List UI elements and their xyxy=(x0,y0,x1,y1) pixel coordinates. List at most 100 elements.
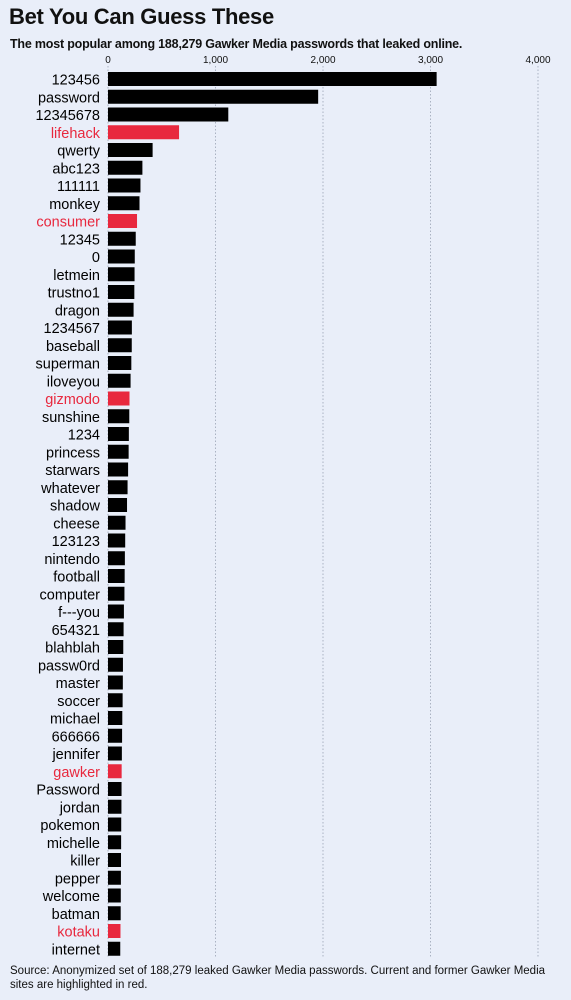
category-label: abc123 xyxy=(52,161,100,177)
x-tick-label: 4,000 xyxy=(525,55,550,66)
category-label: welcome xyxy=(42,889,100,905)
category-label: 0 xyxy=(92,250,100,266)
bar xyxy=(108,515,126,530)
bar xyxy=(108,782,122,796)
bar xyxy=(108,746,122,761)
bar xyxy=(108,675,123,690)
bar xyxy=(108,622,124,637)
category-label: michelle xyxy=(47,836,100,852)
category-label: kotaku xyxy=(57,925,100,941)
bar xyxy=(108,480,128,495)
x-tick-label: 1,000 xyxy=(203,55,228,66)
bar xyxy=(108,640,124,654)
category-label: letmein xyxy=(53,268,100,284)
category-label: 666666 xyxy=(52,729,100,745)
bar xyxy=(108,569,125,583)
category-label: 654321 xyxy=(52,623,100,639)
category-label: monkey xyxy=(49,197,101,213)
bar xyxy=(108,302,134,317)
category-label: 123456 xyxy=(52,73,100,89)
category-label: trustno1 xyxy=(48,286,100,302)
bar xyxy=(108,604,124,619)
category-label: princess xyxy=(46,445,100,461)
category-label: gizmodo xyxy=(45,392,100,408)
category-label: computer xyxy=(40,587,101,603)
bar xyxy=(108,693,123,708)
bar xyxy=(108,853,122,867)
bar xyxy=(108,178,141,193)
category-label: gawker xyxy=(53,765,100,781)
category-label: shadow xyxy=(50,499,101,515)
category-label: f---you xyxy=(58,605,100,621)
bar-highlighted xyxy=(108,125,180,140)
category-label: internet xyxy=(52,942,100,958)
category-label: password xyxy=(38,90,100,106)
bar xyxy=(108,143,153,157)
bar xyxy=(108,728,123,743)
category-label: football xyxy=(53,570,100,586)
category-label: soccer xyxy=(57,694,100,710)
bar xyxy=(108,285,135,299)
category-label: michael xyxy=(50,712,100,728)
bar xyxy=(108,356,132,370)
bar xyxy=(108,160,143,175)
category-label: killer xyxy=(70,854,100,870)
bar xyxy=(108,409,130,424)
bar xyxy=(108,817,122,832)
category-label: cheese xyxy=(53,516,100,532)
bar xyxy=(108,941,121,956)
x-tick-label: 0 xyxy=(105,55,111,66)
category-label: Password xyxy=(36,783,100,799)
category-label: jordan xyxy=(59,800,100,816)
category-label: jennifer xyxy=(51,747,100,763)
bar xyxy=(108,799,122,814)
bar xyxy=(108,498,128,512)
bar xyxy=(108,462,129,477)
category-label: iloveyou xyxy=(47,374,100,390)
bar-highlighted xyxy=(108,764,122,779)
category-label: 1234567 xyxy=(44,321,100,337)
category-label: qwerty xyxy=(57,144,100,160)
category-label: 123123 xyxy=(52,534,100,550)
source-note: Source: Anonymized set of 188,279 leaked… xyxy=(10,965,546,991)
category-label: dragon xyxy=(55,303,100,319)
bar xyxy=(108,267,135,282)
bar xyxy=(108,89,319,104)
bar xyxy=(108,320,132,335)
category-label: superman xyxy=(36,357,100,373)
bar xyxy=(108,711,123,725)
category-label: consumer xyxy=(36,215,100,231)
bar-highlighted xyxy=(108,214,138,228)
bar xyxy=(108,338,132,353)
category-label: nintendo xyxy=(44,552,100,568)
x-tick-label: 3,000 xyxy=(418,55,443,66)
category-label: blahblah xyxy=(45,641,100,657)
category-label: pokemon xyxy=(40,818,100,834)
chart-title: Bet You Can Guess These xyxy=(9,4,274,29)
category-label: passw0rd xyxy=(38,658,100,674)
x-tick-label: 2,000 xyxy=(310,55,335,66)
bar xyxy=(108,249,135,264)
bar xyxy=(108,533,126,548)
bar xyxy=(108,657,123,672)
category-label: 12345678 xyxy=(35,108,100,124)
category-label: master xyxy=(56,676,100,692)
category-label: batman xyxy=(52,907,100,923)
bar xyxy=(108,196,140,211)
bar xyxy=(108,231,136,246)
chart-subtitle: The most popular among 188,279 Gawker Me… xyxy=(10,37,463,51)
category-label: starwars xyxy=(45,463,100,479)
bar-highlighted xyxy=(108,391,130,406)
category-label: 111111 xyxy=(57,179,100,195)
category-label: 12345 xyxy=(60,232,100,248)
category-label: baseball xyxy=(46,339,100,355)
bar xyxy=(108,107,229,122)
bar xyxy=(108,427,129,441)
bar xyxy=(108,888,121,903)
bar xyxy=(108,870,121,885)
category-label: whatever xyxy=(40,481,100,497)
bar xyxy=(108,373,131,388)
bar-highlighted xyxy=(108,924,121,938)
category-label: 1234 xyxy=(68,428,100,444)
